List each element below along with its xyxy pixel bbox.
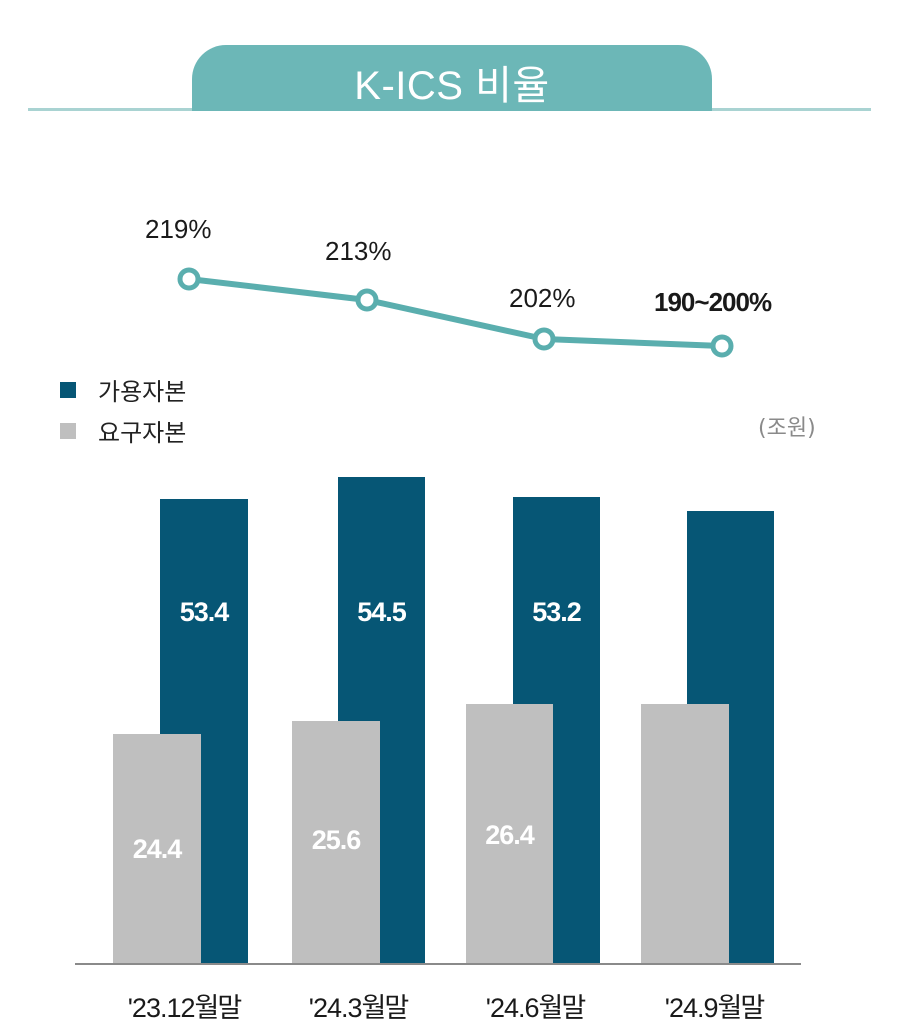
x-label-suffix: 월말 (361, 993, 410, 1024)
legend-swatch-icon (60, 422, 76, 439)
ratio-label: 219% (145, 214, 212, 244)
unit-label: (조원) (758, 416, 816, 441)
ratio-line-chart (177, 267, 734, 358)
available-capital-bar: 53.4 (160, 499, 248, 964)
bar-value-label: 26.4 (485, 820, 535, 850)
legend: 가용자본 요구자본 (60, 372, 186, 448)
x-label-suffix: 월말 (538, 993, 587, 1024)
x-axis-label: '24.6월말 (455, 986, 615, 1025)
x-label-period: '24.6 (485, 993, 540, 1023)
x-label-period: '23.12 (127, 993, 196, 1023)
ratio-point (355, 288, 379, 312)
required-capital-bar: 25.6 (292, 721, 380, 964)
ratio-line (188, 276, 723, 349)
ratio-label: 213% (325, 236, 392, 266)
bar-value-label: 25.6 (311, 825, 362, 855)
x-label-period: '24.3 (308, 993, 363, 1023)
x-axis-baseline (75, 963, 801, 965)
bar-value-label: 53.4 (179, 597, 230, 627)
bar-value-label: 24.4 (132, 834, 183, 864)
x-axis-label: '24.3월말 (278, 986, 438, 1025)
ratio-point (710, 334, 734, 358)
legend-swatch-icon (60, 381, 76, 398)
x-axis-label: '23.12월말 (104, 986, 264, 1025)
x-label-period: '24.9 (664, 993, 719, 1023)
ratio-label: 202% (509, 283, 576, 313)
legend-item-available: 가용자본 (60, 372, 186, 407)
ratio-label: 190~200% (654, 287, 772, 317)
bar-value-label: 53.2 (532, 597, 582, 627)
required-capital-bar (641, 704, 729, 964)
chart-title: K-ICS 비율 (354, 64, 550, 108)
legend-label: 가용자본 (98, 378, 187, 406)
x-label-suffix: 월말 (717, 993, 766, 1024)
required-capital-bar: 24.4 (113, 734, 201, 964)
ratio-point (177, 267, 201, 291)
ratio-point (532, 327, 556, 351)
legend-label: 요구자본 (98, 419, 187, 447)
x-axis-label: '24.9월말 (634, 986, 794, 1025)
bar-value-label: 54.5 (357, 597, 407, 627)
title-tab: K-ICS 비율 (192, 45, 712, 111)
legend-item-required: 요구자본 (60, 413, 186, 448)
required-capital-bar: 26.4 (466, 704, 553, 964)
x-label-suffix: 월말 (194, 993, 243, 1024)
